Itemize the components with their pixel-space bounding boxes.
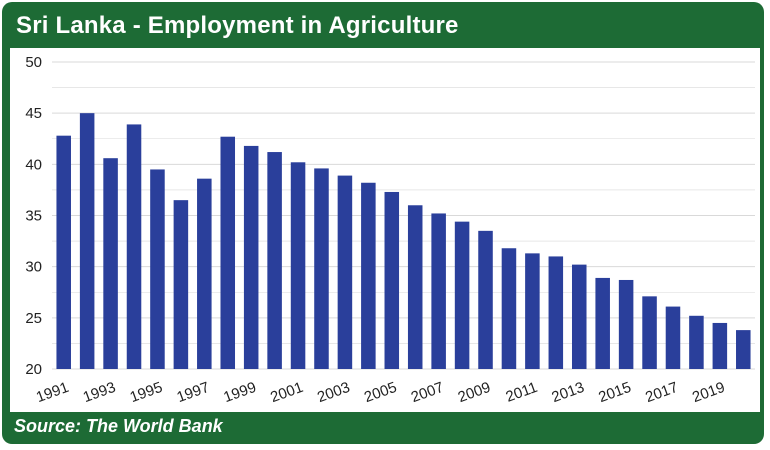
bar-chart: 20 25 30 35 40 45 50 1991 1993 1995 1997 1999 2001 20… bbox=[25, 54, 755, 406]
bar bbox=[56, 135, 71, 369]
x-tick-label: 1999 bbox=[221, 379, 258, 406]
bar bbox=[642, 296, 657, 369]
bar bbox=[571, 264, 587, 369]
x-tick-label: 1991 bbox=[34, 379, 71, 406]
x-tick-label: 1995 bbox=[128, 379, 165, 406]
x-tick-label: 2003 bbox=[315, 379, 352, 406]
y-tick-label: 45 bbox=[25, 105, 42, 122]
y-tick-label: 30 bbox=[25, 259, 42, 276]
y-tick-label: 25 bbox=[25, 310, 42, 327]
bar bbox=[79, 113, 95, 370]
bar bbox=[689, 315, 704, 369]
bar bbox=[618, 279, 634, 369]
bar bbox=[150, 169, 165, 369]
x-tick-label: 2019 bbox=[690, 379, 727, 406]
bar bbox=[407, 205, 423, 369]
x-tick-label: 1993 bbox=[81, 379, 118, 406]
bar bbox=[384, 191, 400, 369]
bar bbox=[243, 145, 259, 369]
bar bbox=[290, 162, 306, 369]
x-tick-label: 2007 bbox=[409, 379, 446, 406]
x-tick-label: 2017 bbox=[643, 379, 680, 406]
bar bbox=[220, 136, 236, 369]
plot-area: 20 25 30 35 40 45 50 1991 1993 1995 1997 1999 2001 20… bbox=[10, 48, 760, 412]
bar bbox=[103, 158, 118, 369]
bar bbox=[337, 175, 353, 369]
y-tick-label: 20 bbox=[25, 361, 42, 378]
chart-frame: Sri Lanka - Employment in Agriculture 20… bbox=[2, 2, 764, 444]
bar bbox=[525, 253, 540, 369]
source-note: Source: The World Bank bbox=[14, 416, 223, 436]
bar bbox=[712, 322, 728, 369]
x-tick-label: 2015 bbox=[596, 379, 633, 406]
bar bbox=[197, 178, 212, 369]
bar bbox=[314, 168, 329, 369]
x-tick-label: 1997 bbox=[175, 379, 212, 406]
bar bbox=[501, 248, 517, 369]
bar bbox=[431, 213, 446, 369]
chart-title: Sri Lanka - Employment in Agriculture bbox=[16, 12, 459, 39]
y-tick-label: 50 bbox=[25, 54, 42, 71]
x-tick-label: 2001 bbox=[268, 379, 305, 406]
bar bbox=[267, 152, 282, 369]
bar bbox=[173, 200, 189, 369]
bar bbox=[595, 277, 610, 369]
bar bbox=[548, 256, 564, 369]
bar bbox=[478, 230, 493, 369]
x-tick-label: 2005 bbox=[362, 379, 399, 406]
bar bbox=[665, 306, 681, 369]
y-tick-label: 40 bbox=[25, 156, 42, 173]
bar bbox=[126, 124, 142, 369]
x-tick-label: 2009 bbox=[456, 379, 493, 406]
x-tick-label: 2011 bbox=[504, 379, 540, 406]
x-tick-label: 2013 bbox=[549, 379, 586, 406]
bar bbox=[736, 330, 751, 369]
bar bbox=[361, 182, 376, 369]
bar bbox=[454, 221, 470, 369]
y-tick-label: 35 bbox=[25, 208, 42, 225]
